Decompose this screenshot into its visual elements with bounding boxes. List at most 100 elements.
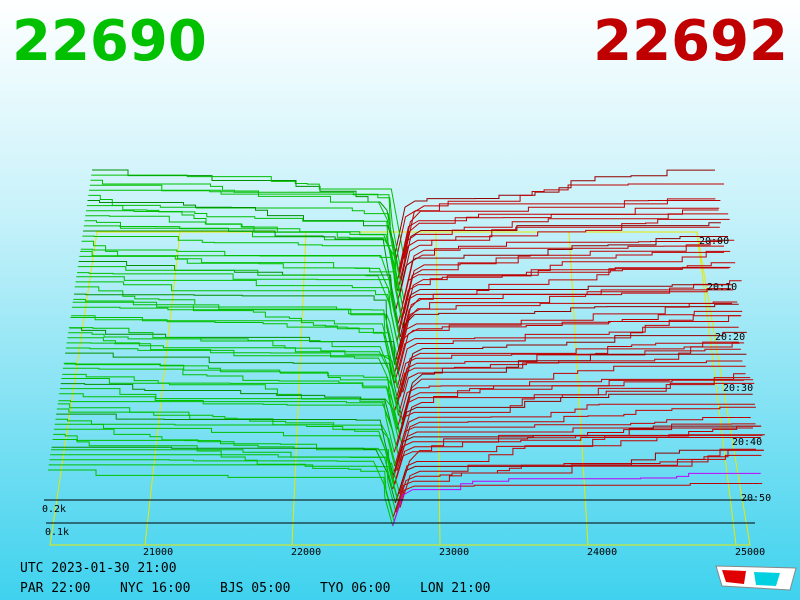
ask-depth-line (401, 353, 747, 421)
bid-depth-line (60, 383, 398, 448)
ask-depth-line (397, 250, 731, 333)
bid-depth-line (69, 327, 404, 393)
depth-tick: 0.1k (45, 527, 69, 538)
zone-time: PAR 22:00 (20, 581, 90, 596)
ask-depth-line (395, 236, 728, 310)
bid-depth-line (83, 225, 403, 305)
3d-glasses-button[interactable] (715, 565, 797, 591)
ask-depth-line (396, 434, 765, 499)
bid-depth-line (58, 400, 401, 462)
price-tick: 22000 (291, 547, 321, 558)
bid-depth-line (52, 439, 398, 499)
ask-depth-line (392, 301, 738, 379)
bid-depth-line (76, 276, 400, 351)
ask-depth-line (401, 241, 723, 305)
ask-depth-line (398, 288, 732, 351)
ask-depth-line (401, 373, 746, 444)
bid-depth-line (68, 332, 397, 402)
ask-depth-line (399, 406, 756, 462)
ask-depth-line (397, 360, 743, 416)
ask-depth-line (403, 183, 725, 259)
ask-depth-line (399, 448, 756, 508)
ask-depth-line (399, 200, 721, 268)
bid-depth-line (85, 215, 401, 296)
ask-depth-line (397, 310, 743, 375)
time-tick: 20:50 (741, 493, 771, 504)
bid-depth-line (56, 408, 398, 471)
ask-depth-line (393, 483, 763, 522)
zone-time: BJS 05:00 (220, 581, 290, 596)
ask-depth-line (397, 218, 730, 292)
ask-depth-line (395, 213, 729, 287)
grid-line (568, 231, 589, 546)
bid-depth-line (67, 337, 398, 407)
ask-depth-line (399, 423, 756, 494)
time-tick: 20:00 (699, 236, 729, 247)
glasses-lens-cyan (754, 572, 780, 586)
bid-depth-line (77, 266, 398, 342)
bid-depth-line (48, 464, 395, 522)
bid-depth-line (53, 433, 401, 494)
bid-depth-line (62, 373, 399, 439)
bid-depth-line (89, 189, 399, 273)
bid-depth-line (86, 205, 397, 287)
ask-depth-line (393, 377, 751, 453)
time-tick: 20:20 (715, 332, 745, 343)
bid-depth-line (74, 293, 396, 365)
ask-depth-line (403, 245, 724, 301)
ask-depth-line (402, 331, 747, 393)
bid-depth-line (73, 298, 398, 370)
ask-depth-line (398, 207, 720, 278)
ask-depth-line (392, 425, 761, 490)
ask-depth-line (395, 342, 740, 402)
ask-depth-line (394, 326, 739, 384)
time-tick: 20:10 (707, 282, 737, 293)
ask-depth-line (401, 365, 746, 425)
ask-depth-line (399, 302, 733, 356)
bid-depth-line (63, 362, 398, 430)
ask-depth-line (403, 251, 725, 315)
ask-depth-line (394, 169, 715, 255)
ask-depth-line (399, 284, 733, 338)
depth-lines (48, 169, 765, 527)
zone-time: LON 21:00 (420, 581, 490, 596)
price-tick: 21000 (143, 547, 173, 558)
time-tick: 20:30 (723, 383, 753, 394)
bid-depth-line (87, 200, 402, 282)
glasses-lens-red (722, 570, 746, 584)
bid-depth-line (48, 469, 394, 527)
ask-depth-line (396, 315, 742, 388)
grid-line (291, 231, 307, 546)
bid-depth-line (90, 179, 396, 264)
bid-depth-line (70, 317, 398, 388)
ask-depth-line (395, 449, 764, 513)
depth-tick: 0.2k (42, 504, 66, 515)
ask-price: 22692 (593, 9, 788, 74)
bid-depth-line (66, 342, 396, 411)
bid-depth-line (79, 255, 399, 333)
ask-depth-line (397, 266, 731, 324)
bid-depth-line (82, 235, 405, 314)
bid-price: 22690 (12, 9, 207, 74)
bid-depth-line (72, 301, 399, 375)
bid-depth-line (59, 388, 395, 453)
bid-depth-line (83, 230, 397, 310)
ask-depth-line (396, 315, 741, 370)
bid-depth-line (80, 250, 404, 328)
bid-depth-line (64, 363, 403, 425)
bid-depth-line (54, 423, 396, 485)
zone-time: NYC 16:00 (120, 581, 190, 596)
ask-depth-line (399, 226, 720, 296)
ask-depth-line (398, 403, 755, 457)
bid-depth-line (68, 327, 401, 398)
ask-depth-line (392, 454, 762, 517)
time-tick: 20:40 (732, 437, 762, 448)
price-tick: 25000 (735, 547, 765, 558)
depth-guides (44, 499, 755, 524)
bid-depth-line (56, 413, 394, 476)
bid-depth-line (71, 315, 396, 384)
ask-depth-line (392, 472, 761, 527)
bid-depth-line (65, 352, 403, 421)
ask-depth-line (402, 262, 736, 328)
